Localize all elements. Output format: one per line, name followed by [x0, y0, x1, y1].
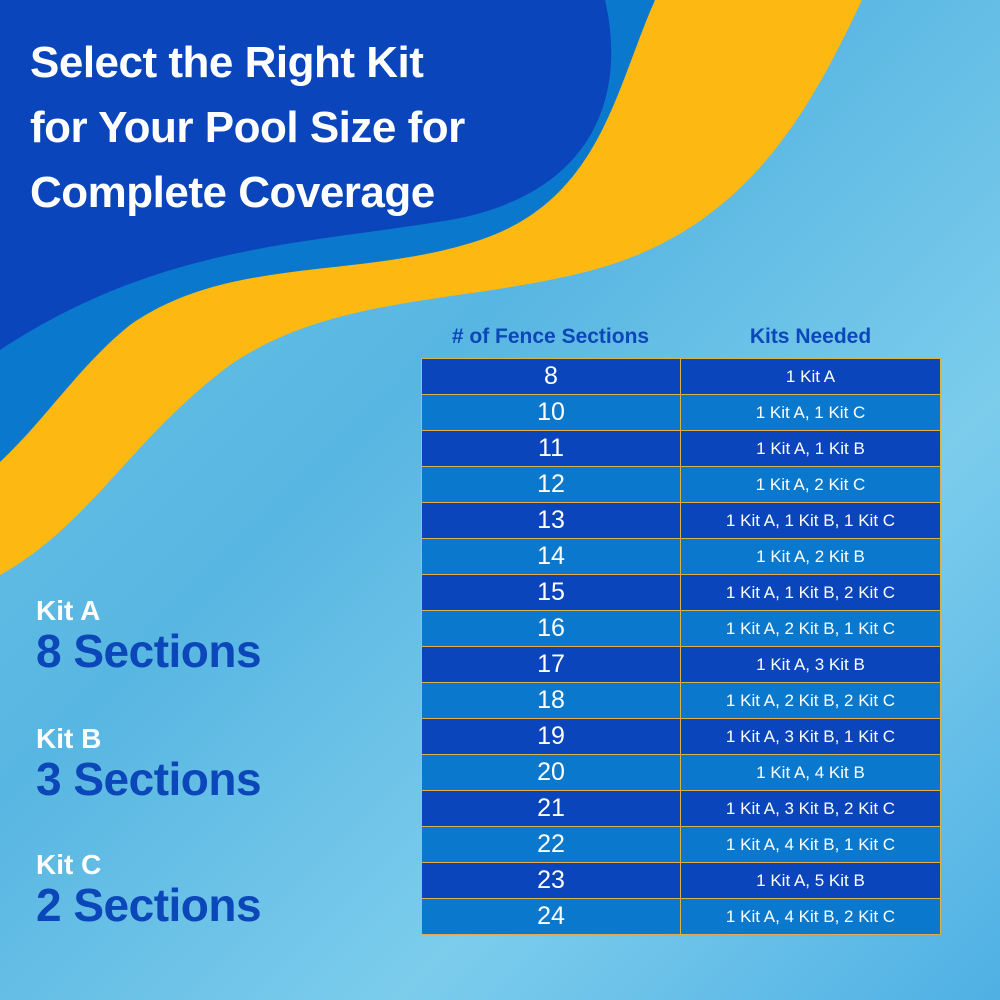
kits-needed-cell: 1 Kit A, 2 Kit C	[680, 466, 941, 503]
fence-sections-cell: 11	[421, 430, 681, 467]
fence-sections-cell: 10	[421, 394, 681, 431]
fence-sections-cell: 20	[421, 754, 681, 791]
kits-needed-cell: 1 Kit A, 1 Kit B	[680, 430, 941, 467]
fence-sections-cell: 22	[421, 826, 681, 863]
table-row: 20 1 Kit A, 4 Kit B	[421, 754, 941, 791]
title-line: Select the Right Kit	[30, 38, 424, 87]
fence-sections-cell: 21	[421, 790, 681, 827]
kits-needed-cell: 1 Kit A, 2 Kit B	[680, 538, 941, 575]
table-row: 14 1 Kit A, 2 Kit B	[421, 538, 941, 575]
kit-sections: 3 Sections	[36, 753, 262, 805]
kits-needed-cell: 1 Kit A, 1 Kit B, 1 Kit C	[680, 502, 941, 539]
kits-needed-cell: 1 Kit A, 4 Kit B, 1 Kit C	[680, 826, 941, 863]
fence-sections-cell: 12	[421, 466, 681, 503]
kits-needed-cell: 1 Kit A, 3 Kit B, 1 Kit C	[680, 718, 941, 755]
table-row: 15 1 Kit A, 1 Kit B, 2 Kit C	[421, 574, 941, 611]
table-row: 18 1 Kit A, 2 Kit B, 2 Kit C	[421, 682, 941, 719]
table-row: 23 1 Kit A, 5 Kit B	[421, 862, 941, 899]
fence-sections-cell: 15	[421, 574, 681, 611]
kits-needed-cell: 1 Kit A, 2 Kit B, 1 Kit C	[680, 610, 941, 647]
kit-sections: 2 Sections	[36, 879, 262, 931]
kits-needed-cell: 1 Kit A, 2 Kit B, 2 Kit C	[680, 682, 941, 719]
table-row: 21 1 Kit A, 3 Kit B, 2 Kit C	[421, 790, 941, 827]
header-kits-needed: Kits Needed	[749, 325, 872, 348]
kits-needed-cell: 1 Kit A, 1 Kit C	[680, 394, 941, 431]
kits-needed-cell: 1 Kit A	[680, 358, 941, 395]
kit-name: Kit B	[36, 723, 102, 754]
table-row: 19 1 Kit A, 3 Kit B, 1 Kit C	[421, 718, 941, 755]
kit-name: Kit A	[36, 595, 101, 626]
kits-needed-cell: 1 Kit A, 3 Kit B, 2 Kit C	[680, 790, 941, 827]
table-row: 11 1 Kit A, 1 Kit B	[421, 430, 941, 467]
fence-sections-cell: 23	[421, 862, 681, 899]
kits-needed-cell: 1 Kit A, 1 Kit B, 2 Kit C	[680, 574, 941, 611]
kit-sections: 8 Sections	[36, 625, 262, 677]
kits-needed-cell: 1 Kit A, 3 Kit B	[680, 646, 941, 683]
table-row: 22 1 Kit A, 4 Kit B, 1 Kit C	[421, 826, 941, 863]
table-row: 16 1 Kit A, 2 Kit B, 1 Kit C	[421, 610, 941, 647]
kits-needed-cell: 1 Kit A, 4 Kit B	[680, 754, 941, 791]
fence-sections-cell: 24	[421, 898, 681, 935]
page-title: Select the Right Kit for Your Pool Size …	[30, 30, 465, 225]
kit-name: Kit C	[36, 849, 102, 880]
fence-sections-cell: 17	[421, 646, 681, 683]
kits-needed-cell: 1 Kit A, 5 Kit B	[680, 862, 941, 899]
header-fence-sections: # of Fence Sections	[451, 325, 650, 348]
kit-c-info: Kit C 2 Sections	[36, 849, 262, 931]
table-row: 17 1 Kit A, 3 Kit B	[421, 646, 941, 683]
table-row: 13 1 Kit A, 1 Kit B, 1 Kit C	[421, 502, 941, 539]
fence-sections-cell: 18	[421, 682, 681, 719]
kit-b-info: Kit B 3 Sections	[36, 723, 262, 805]
table-header: # of Fence Sections Kits Needed	[421, 325, 941, 349]
fence-sections-cell: 8	[421, 358, 681, 395]
kits-needed-cell: 1 Kit A, 4 Kit B, 2 Kit C	[680, 898, 941, 935]
fence-sections-cell: 16	[421, 610, 681, 647]
fence-sections-cell: 13	[421, 502, 681, 539]
dark-blue-wave	[0, 0, 612, 350]
fence-sections-cell: 19	[421, 718, 681, 755]
title-line: Complete Coverage	[30, 168, 435, 217]
table-row: 10 1 Kit A, 1 Kit C	[421, 394, 941, 431]
kit-a-info: Kit A 8 Sections	[36, 595, 262, 677]
fence-sections-cell: 14	[421, 538, 681, 575]
table-row: 24 1 Kit A, 4 Kit B, 2 Kit C	[421, 898, 941, 935]
table-row: 12 1 Kit A, 2 Kit C	[421, 466, 941, 503]
title-line: for Your Pool Size for	[30, 103, 465, 152]
